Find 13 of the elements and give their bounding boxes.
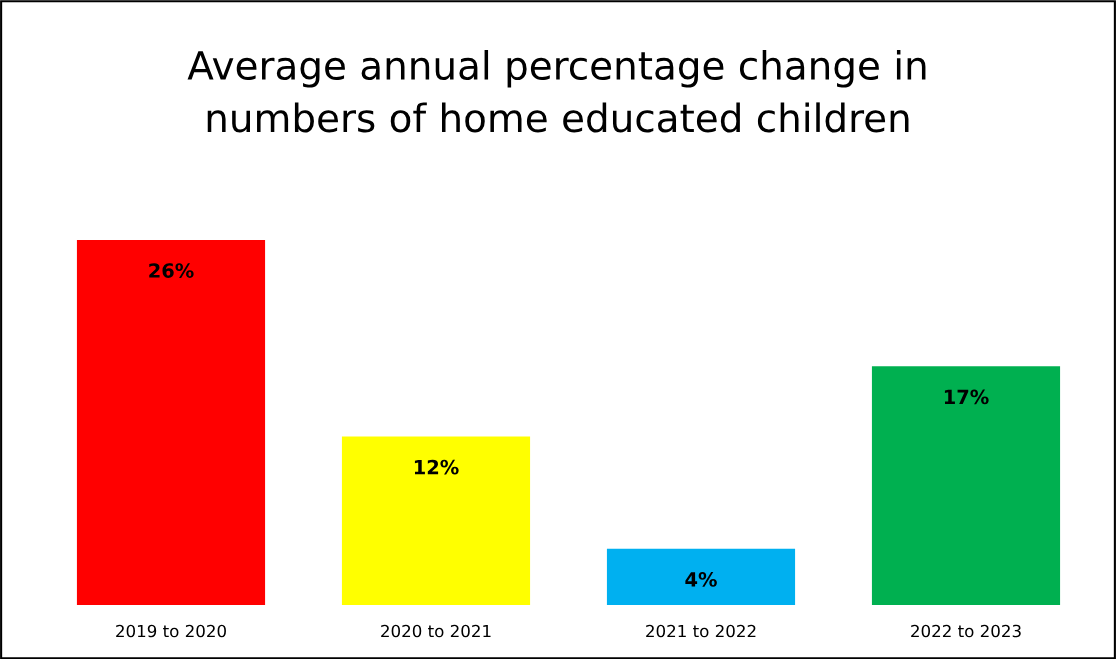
chart-title: Average annual percentage change in numbers of home educated children bbox=[187, 49, 926, 133]
bar bbox=[606, 548, 796, 605]
bar bbox=[341, 436, 531, 605]
x-tick-label: 2021 to 2022 bbox=[646, 624, 756, 638]
data-label: 17% bbox=[944, 389, 989, 405]
x-tick-label: 2020 to 2021 bbox=[381, 624, 491, 638]
data-label: 12% bbox=[414, 459, 459, 475]
x-tick-label: 2019 to 2020 bbox=[116, 624, 226, 638]
bar bbox=[76, 240, 266, 605]
data-label: 26% bbox=[149, 263, 194, 278]
x-tick-label: 2022 to 2023 bbox=[911, 624, 1021, 638]
bar bbox=[871, 366, 1061, 605]
data-label: 4% bbox=[685, 572, 717, 587]
